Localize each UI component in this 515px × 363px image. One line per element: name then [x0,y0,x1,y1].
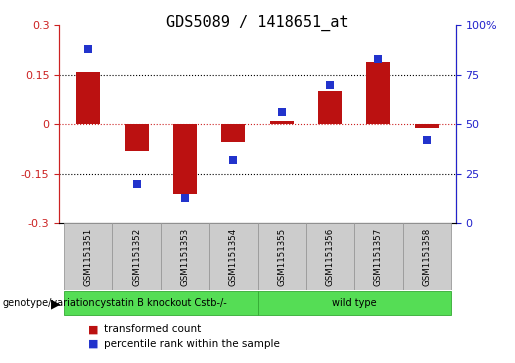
Bar [318,91,342,124]
Text: ▶: ▶ [51,297,60,310]
FancyBboxPatch shape [209,223,258,290]
Bar [76,72,100,124]
Bar [173,124,197,193]
Point [374,56,383,62]
Text: GDS5089 / 1418651_at: GDS5089 / 1418651_at [166,15,349,31]
FancyBboxPatch shape [306,223,354,290]
Bar [415,124,439,128]
FancyBboxPatch shape [258,291,451,315]
Text: ■: ■ [88,324,98,334]
Text: transformed count: transformed count [104,324,201,334]
Text: cystatin B knockout Cstb-/-: cystatin B knockout Cstb-/- [95,298,227,309]
Bar [269,121,294,124]
Text: GSM1151353: GSM1151353 [180,228,190,286]
Text: GSM1151354: GSM1151354 [229,228,238,286]
Bar [125,124,149,151]
FancyBboxPatch shape [161,223,209,290]
Point [229,157,237,163]
Text: GSM1151352: GSM1151352 [132,228,141,286]
Text: GSM1151351: GSM1151351 [84,228,93,286]
FancyBboxPatch shape [354,223,403,290]
Bar [366,62,390,124]
Bar [221,124,246,142]
Point [181,195,189,200]
Point [278,110,286,115]
FancyBboxPatch shape [112,223,161,290]
Text: GSM1151356: GSM1151356 [325,228,335,286]
Point [326,82,334,87]
Text: ■: ■ [88,339,98,349]
FancyBboxPatch shape [258,223,306,290]
FancyBboxPatch shape [64,291,258,315]
Point [84,46,92,52]
Text: genotype/variation: genotype/variation [3,298,95,309]
Point [132,181,141,187]
Point [423,137,431,143]
Text: percentile rank within the sample: percentile rank within the sample [104,339,280,349]
Text: GSM1151355: GSM1151355 [277,228,286,286]
Text: wild type: wild type [332,298,376,309]
FancyBboxPatch shape [64,223,112,290]
FancyBboxPatch shape [403,223,451,290]
Text: GSM1151357: GSM1151357 [374,228,383,286]
Text: GSM1151358: GSM1151358 [422,228,431,286]
